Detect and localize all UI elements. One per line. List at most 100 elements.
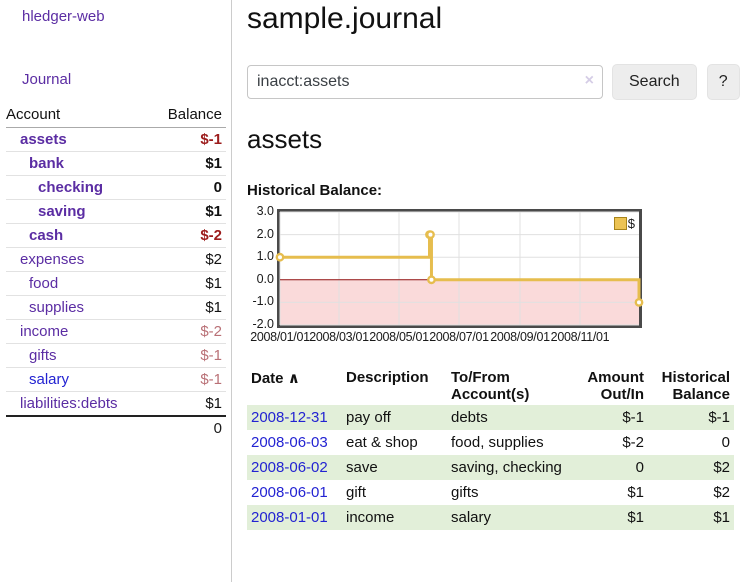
account-link[interactable]: checking bbox=[38, 179, 104, 196]
transaction-description: pay off bbox=[342, 405, 447, 430]
account-row: saving $1 bbox=[6, 199, 226, 224]
col-description-header: Description bbox=[346, 369, 429, 386]
col-balance-header: Historical Balance bbox=[661, 369, 730, 403]
account-row: checking 0 bbox=[6, 175, 226, 200]
account-balance: $-1 bbox=[200, 347, 222, 364]
legend-label: $ bbox=[627, 216, 635, 231]
account-row: supplies $1 bbox=[6, 295, 226, 320]
accounts-header-row: Account Balance bbox=[6, 103, 226, 128]
col-amount-header: Amount Out/In bbox=[587, 369, 644, 403]
transaction-date-link[interactable]: 2008-01-01 bbox=[251, 509, 328, 526]
account-balance: 0 bbox=[213, 179, 222, 196]
account-row: food $1 bbox=[6, 271, 226, 296]
sort-ascending-icon: ∧ bbox=[287, 370, 300, 387]
transaction-accounts: food, supplies bbox=[451, 434, 544, 451]
balance-step-line bbox=[275, 211, 644, 326]
sidebar: hledger-web Journal Account Balance asse… bbox=[0, 0, 232, 582]
account-row: expenses $2 bbox=[6, 247, 226, 272]
sidebar-item-journal[interactable]: Journal bbox=[22, 71, 72, 88]
account-link[interactable]: gifts bbox=[29, 347, 57, 364]
transaction-amount: $-2 bbox=[622, 434, 644, 451]
brand-link[interactable]: hledger-web bbox=[22, 8, 105, 25]
transaction-balance: $2 bbox=[713, 484, 730, 501]
account-link[interactable]: income bbox=[20, 323, 69, 340]
y-tick-label: 2.0 bbox=[256, 226, 274, 241]
col-accounts-header: To/From Account(s) bbox=[451, 369, 530, 403]
search-button[interactable]: Search bbox=[612, 64, 697, 100]
historical-balance-chart: 3.0 2.0 1.0 0.0 -1.0 -2.0 $ 2008/01/01 2008/03… bbox=[247, 204, 741, 347]
register-header-row: Date ∧ Description To/From Account(s) Am… bbox=[247, 367, 734, 405]
col-date-header: Date ∧ bbox=[251, 370, 300, 387]
accounts-col-balance: Balance bbox=[116, 103, 226, 128]
transaction-description: eat & shop bbox=[346, 434, 418, 451]
accounts-col-account: Account bbox=[6, 103, 116, 128]
transaction-row: 2008-01-01 income salary $1 $1 bbox=[247, 505, 734, 530]
main-content: sample.journal × Search ? assets Histori… bbox=[247, 0, 741, 582]
transaction-row: 2008-06-01 gift gifts $1 $2 bbox=[247, 480, 734, 505]
transaction-accounts: gifts bbox=[451, 484, 479, 501]
transaction-row: 2008-06-02 save saving, checking 0 $2 bbox=[247, 455, 734, 480]
account-link[interactable]: saving bbox=[38, 203, 86, 220]
account-link[interactable]: bank bbox=[29, 155, 65, 172]
account-balance: $-2 bbox=[200, 323, 222, 340]
x-tick-label: 2008/05/01 bbox=[369, 330, 429, 344]
x-tick-label: 2008/07/01 bbox=[429, 330, 489, 344]
transaction-date-link[interactable]: 2008-06-02 bbox=[251, 459, 328, 476]
y-tick-label: 3.0 bbox=[256, 204, 274, 218]
account-balance: $-2 bbox=[200, 227, 222, 244]
account-link[interactable]: supplies bbox=[29, 299, 85, 316]
account-balance: $1 bbox=[205, 275, 222, 292]
search-input[interactable] bbox=[247, 65, 603, 99]
y-tick-label: -2.0 bbox=[252, 317, 274, 331]
account-row: cash $-2 bbox=[6, 223, 226, 248]
account-balance: $1 bbox=[205, 155, 222, 172]
register-table: Date ∧ Description To/From Account(s) Am… bbox=[247, 367, 734, 530]
account-link[interactable]: salary bbox=[29, 371, 70, 388]
transaction-accounts: saving, checking bbox=[447, 455, 566, 480]
transaction-date-link[interactable]: 2008-06-01 bbox=[251, 484, 328, 501]
transaction-date-link[interactable]: 2008-06-03 bbox=[251, 434, 328, 451]
accounts-total-row: 0 bbox=[6, 416, 226, 440]
page-title: sample.journal bbox=[247, 2, 443, 35]
account-balance: $-1 bbox=[200, 131, 222, 148]
transaction-amount: 0 bbox=[566, 455, 648, 480]
transaction-balance: $2 bbox=[648, 455, 734, 480]
account-heading: assets bbox=[247, 124, 323, 154]
transaction-balance: 0 bbox=[721, 434, 730, 451]
account-link[interactable]: liabilities:debts bbox=[20, 395, 118, 412]
account-link[interactable]: food bbox=[29, 275, 59, 292]
transaction-description: gift bbox=[346, 484, 367, 501]
search-bar: × Search ? bbox=[247, 64, 741, 100]
account-row: gifts $-1 bbox=[6, 343, 226, 368]
chart-legend: $ bbox=[612, 215, 636, 232]
account-link[interactable]: expenses bbox=[20, 251, 85, 268]
x-tick-label: 2008/03/01 bbox=[309, 330, 369, 344]
chart-title: Historical Balance: bbox=[247, 182, 383, 199]
transaction-amount: $1 bbox=[566, 505, 648, 530]
transaction-balance: $-1 bbox=[648, 405, 734, 430]
y-tick-label: -1.0 bbox=[252, 294, 274, 309]
chart-plot-area[interactable]: $ bbox=[275, 209, 644, 328]
transaction-row: 2008-06-03 eat & shop food, supplies $-2… bbox=[247, 430, 734, 455]
chart-y-axis: 3.0 2.0 1.0 0.0 -1.0 -2.0 bbox=[247, 204, 277, 347]
transaction-date-link[interactable]: 2008-12-31 bbox=[251, 409, 328, 426]
transaction-amount: $-1 bbox=[566, 405, 648, 430]
accounts-table: Account Balance assets $-1 bank $1 bbox=[6, 103, 226, 440]
transaction-amount: $1 bbox=[627, 484, 644, 501]
y-tick-label: 1.0 bbox=[256, 249, 274, 264]
transaction-accounts: salary bbox=[447, 505, 566, 530]
account-link[interactable]: assets bbox=[20, 131, 67, 148]
account-row: income $-2 bbox=[6, 319, 226, 344]
x-tick-label: 2008/01/01 bbox=[250, 330, 310, 344]
account-balance: $1 bbox=[205, 203, 222, 220]
legend-swatch-icon bbox=[613, 217, 627, 230]
clear-search-icon[interactable]: × bbox=[584, 72, 594, 89]
account-balance: $2 bbox=[205, 251, 222, 268]
account-balance: $1 bbox=[205, 299, 222, 316]
help-button[interactable]: ? bbox=[706, 64, 740, 100]
account-row: assets $-1 bbox=[6, 127, 226, 152]
account-link[interactable]: cash bbox=[29, 227, 64, 244]
transaction-accounts: debts bbox=[447, 405, 566, 430]
transaction-row: 2008-12-31 pay off debts $-1 $-1 bbox=[247, 405, 734, 430]
x-tick-label: 2008/11/01 bbox=[550, 330, 610, 344]
